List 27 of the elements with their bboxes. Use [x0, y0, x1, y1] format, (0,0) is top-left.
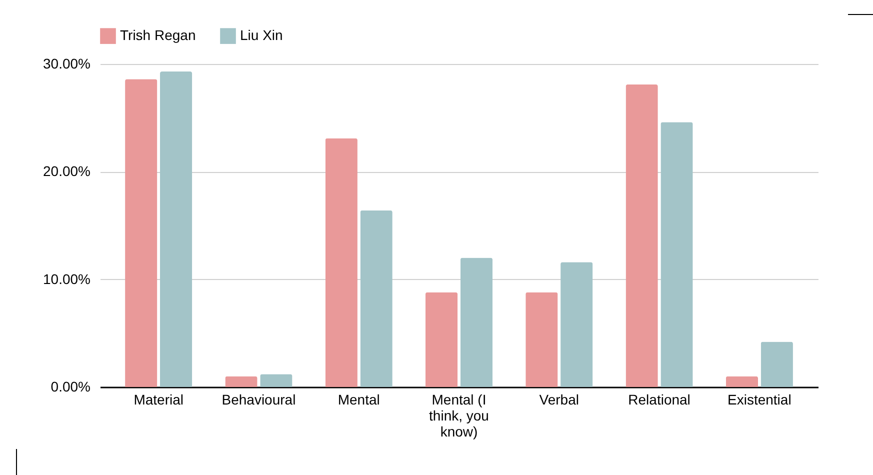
- x-tick-label: Relational: [628, 392, 690, 408]
- bar: [526, 292, 558, 387]
- bar: [225, 376, 258, 387]
- bar: [560, 262, 593, 387]
- bar: [260, 374, 292, 387]
- legend-label: Liu Xin: [240, 27, 283, 44]
- bar: [325, 138, 358, 387]
- bar: [125, 79, 158, 387]
- y-tick-label: 0.00%: [50, 378, 90, 394]
- bar: [425, 292, 458, 387]
- x-tick-label: Existential: [728, 392, 792, 408]
- x-tick-label: Mental (I think, you know): [429, 392, 489, 440]
- y-tick-label: 10.00%: [43, 270, 90, 287]
- y-tick-label: 20.00%: [43, 163, 90, 180]
- x-tick-label: Verbal: [539, 392, 579, 408]
- bar: [760, 342, 793, 387]
- bar: [360, 210, 392, 387]
- x-tick-label: Material: [134, 392, 184, 408]
- bar: [660, 122, 693, 387]
- x-tick-label: Behavioural: [222, 392, 296, 408]
- bar: [626, 84, 658, 387]
- bar: [160, 72, 192, 387]
- x-tick-label: Mental: [338, 392, 380, 408]
- y-tick-label: 30.00%: [43, 56, 90, 72]
- legend-label: Trish Regan: [120, 27, 196, 44]
- bar: [726, 376, 758, 387]
- bar: [460, 258, 493, 387]
